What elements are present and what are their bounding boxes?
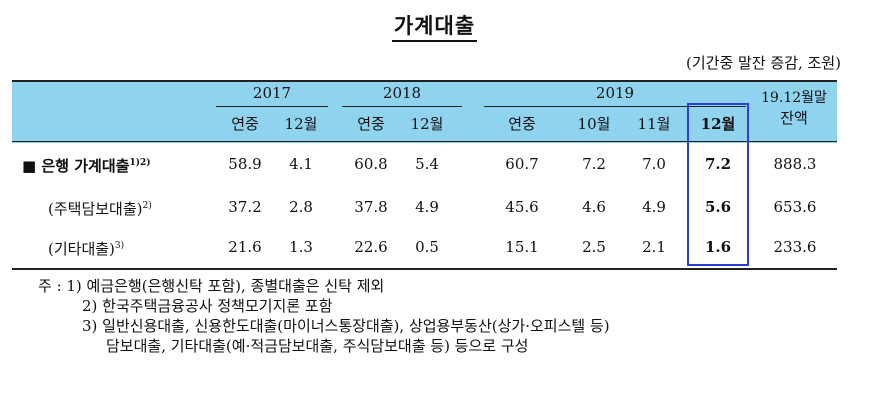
- header-sub: 10월: [577, 115, 611, 133]
- table-cell: 58.9: [228, 155, 262, 173]
- table-cell: 60.8: [354, 155, 388, 173]
- row-label-mortgage-loans: (주택담보대출)2): [48, 198, 152, 219]
- header-year-2019: 2019: [595, 84, 635, 102]
- divider: [342, 106, 462, 107]
- table-cell: 2.1: [642, 238, 666, 256]
- table-bottom-rule: [12, 268, 837, 270]
- row-label-text: 은행 가계대출: [41, 157, 130, 175]
- footnote-3: 3) 일반신용대출, 신용한도대출(마이너스통장대출), 상업용부동산(상가·오…: [82, 317, 610, 335]
- footnote-ref: 3): [114, 241, 125, 251]
- header-sub: 연중: [231, 115, 259, 133]
- table-cell: 15.1: [505, 238, 539, 256]
- row-label-text: (기타대출): [48, 240, 115, 258]
- divider: [484, 106, 746, 107]
- unit-note: (기간중 말잔 증감, 조원): [686, 54, 841, 72]
- table-cell: 4.9: [415, 198, 439, 216]
- table-cell: 37.2: [228, 198, 262, 216]
- header-sub: 12월: [410, 115, 444, 133]
- table-cell: 4.6: [582, 198, 606, 216]
- table-cell: 7.0: [642, 155, 666, 173]
- footnote-ref: 1)2): [129, 158, 151, 168]
- row-label-text: (주택담보대출): [48, 200, 143, 218]
- header-sub-highlight: 12월: [700, 115, 736, 133]
- row-label-bank-household-loans: ■ 은행 가계대출1)2): [22, 155, 151, 176]
- table-cell: 45.6: [505, 198, 539, 216]
- footnote-ref: 2): [142, 201, 152, 211]
- header-year-2017: 2017: [252, 84, 292, 102]
- table-cell: 7.2: [582, 155, 606, 173]
- header-sub: 12월: [284, 115, 318, 133]
- table-cell: 21.6: [228, 238, 262, 256]
- table-cell: 2.8: [289, 198, 313, 216]
- table-cell: 0.5: [415, 238, 439, 256]
- table-cell: 4.1: [289, 155, 313, 173]
- table-cell: 60.7: [505, 155, 539, 173]
- table-cell: 37.8: [354, 198, 388, 216]
- header-sub: 연중: [508, 115, 536, 133]
- table-header: [12, 80, 837, 143]
- footnote-1: 주 : 1) 예금은행(은행신탁 포함), 종별대출은 신탁 제외: [38, 277, 385, 295]
- table-cell: 233.6: [773, 238, 817, 256]
- header-sub: 11월: [637, 115, 671, 133]
- footnote-2: 2) 한국주택금융공사 정책모기지론 포함: [82, 297, 333, 315]
- footnotes: 주 : 1) 예금은행(은행신탁 포함), 종별대출은 신탁 제외 2) 한국주…: [38, 276, 610, 356]
- header-balance-line1: 19.12월말: [761, 90, 827, 106]
- page-title: 가계대출: [0, 10, 869, 42]
- header-balance: 19.12월말 잔액: [754, 88, 834, 128]
- table-cell: 1.3: [289, 238, 313, 256]
- table-cell: 653.6: [773, 198, 817, 216]
- table-cell: 888.3: [773, 155, 817, 173]
- divider: [216, 106, 328, 107]
- header-balance-line2: 잔액: [780, 109, 808, 127]
- table-cell: 4.9: [642, 198, 666, 216]
- row-label-other-loans: (기타대출)3): [48, 238, 124, 259]
- table-cell-highlight: 5.6: [704, 198, 732, 216]
- table-cell: 22.6: [354, 238, 388, 256]
- bullet: ■: [22, 157, 37, 175]
- table-cell: 2.5: [582, 238, 606, 256]
- footnote-3-cont: 담보대출, 기타대출(예·적금담보대출, 주식담보대출 등) 등으로 구성: [106, 337, 529, 355]
- table-cell-highlight: 1.6: [704, 238, 732, 256]
- table-cell-highlight: 7.2: [704, 155, 732, 173]
- december-column-highlight: [687, 103, 749, 266]
- divider: [12, 141, 837, 142]
- table-cell: 5.4: [415, 155, 439, 173]
- header-sub: 연중: [357, 115, 385, 133]
- header-year-2018: 2018: [382, 84, 422, 102]
